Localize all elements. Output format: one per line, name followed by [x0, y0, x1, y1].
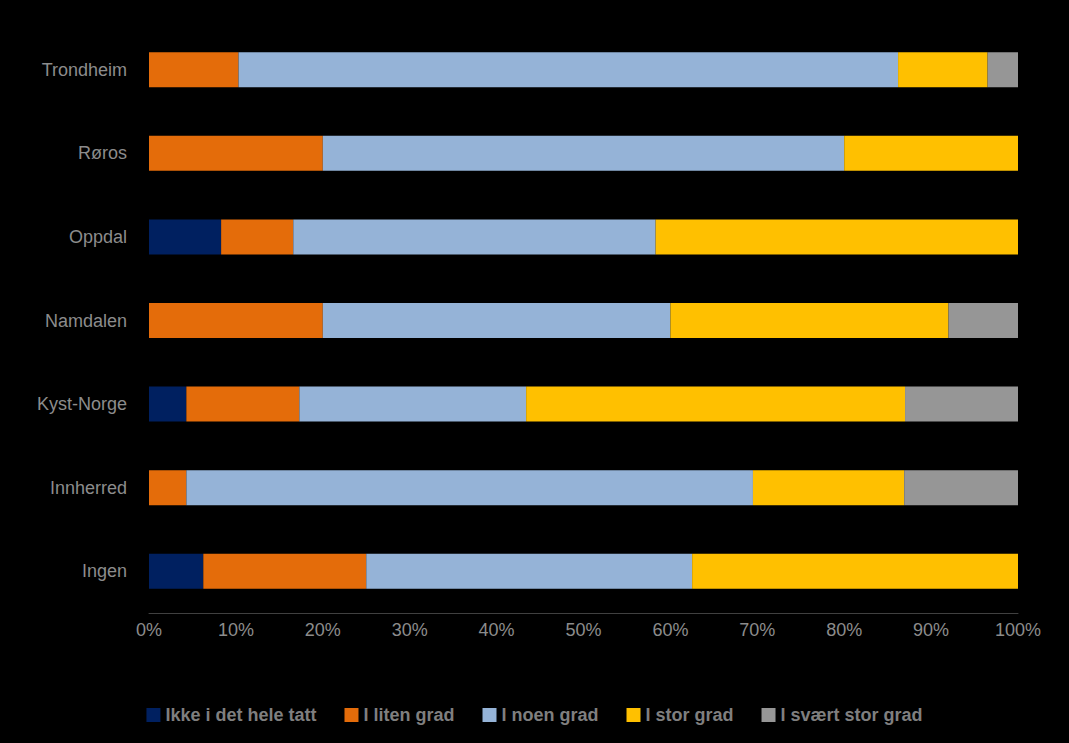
svg-text:40%: 40%: [479, 620, 515, 640]
svg-text:80%: 80%: [826, 620, 862, 640]
svg-text:Innherred: Innherred: [50, 478, 127, 498]
svg-text:100%: 100%: [995, 620, 1041, 640]
svg-text:Ikke i det hele tatt: Ikke i det hele tatt: [165, 705, 316, 725]
svg-text:Trondheim: Trondheim: [42, 60, 127, 80]
svg-text:Oppdal: Oppdal: [69, 227, 127, 247]
svg-text:I svært stor grad: I svært stor grad: [781, 705, 923, 725]
svg-text:0%: 0%: [136, 620, 162, 640]
svg-text:Røros: Røros: [78, 143, 127, 163]
svg-text:10%: 10%: [218, 620, 254, 640]
svg-text:20%: 20%: [305, 620, 341, 640]
svg-text:90%: 90%: [913, 620, 949, 640]
svg-text:Ingen: Ingen: [82, 561, 127, 581]
svg-text:60%: 60%: [652, 620, 688, 640]
svg-text:30%: 30%: [392, 620, 428, 640]
svg-text:I liten grad: I liten grad: [363, 705, 454, 725]
svg-text:70%: 70%: [739, 620, 775, 640]
svg-text:50%: 50%: [565, 620, 601, 640]
svg-text:I noen grad: I noen grad: [502, 705, 599, 725]
svg-text:Kyst-Norge: Kyst-Norge: [37, 394, 127, 414]
svg-text:I stor grad: I stor grad: [646, 705, 734, 725]
svg-text:Namdalen: Namdalen: [45, 311, 127, 331]
